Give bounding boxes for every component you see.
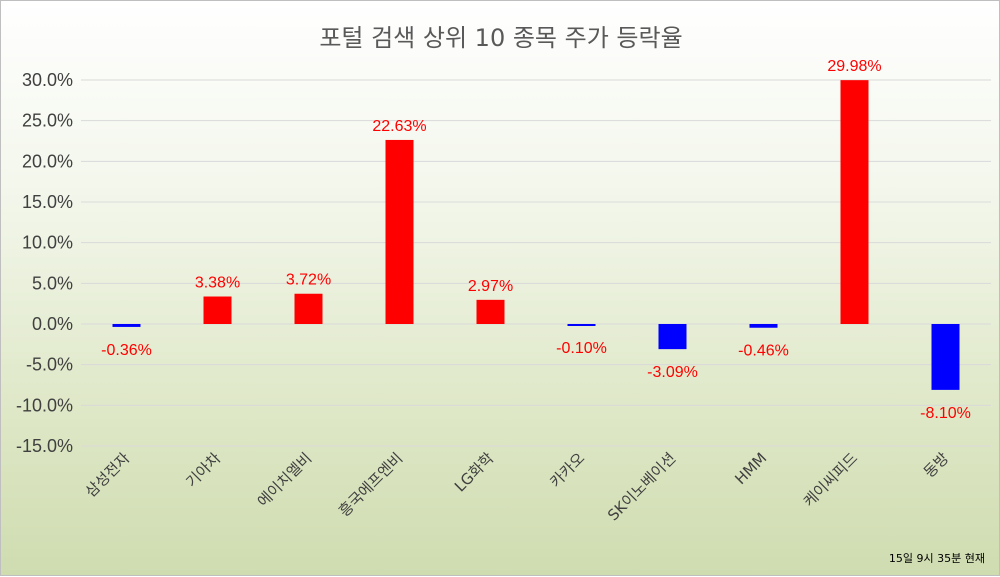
y-tick-label: 30.0% [22,70,73,90]
x-tick-label: 카카오 [546,449,588,491]
gridlines [81,79,991,447]
x-tick-label: 삼성전자 [82,449,134,501]
bar [567,324,596,326]
data-label: -8.10% [920,405,971,422]
y-tick-label: -10.0% [16,395,73,415]
data-label: 29.98% [827,58,881,75]
x-tick-label: 동방 [920,449,952,481]
x-tick-label: 에이치엘비 [254,449,316,511]
y-tick-label: 5.0% [32,273,73,293]
x-axis: 삼성전자 기아차 에이치엘비 흥국에프엔비 LG화학 카카오 SK이노베이션 HMM 케이씨피드… [82,449,953,524]
x-tick-label: LG화학 [451,449,498,496]
data-label: 3.38% [195,275,240,292]
bar [294,293,323,324]
data-label: -0.36% [101,342,152,359]
bar [476,299,505,324]
bar [385,139,414,324]
x-tick-label: 기아차 [182,449,224,491]
y-tick-label: -15.0% [16,436,73,456]
footnote: 15일 9시 35분 현재 [889,551,985,565]
y-tick-label: 20.0% [22,151,73,171]
bar [203,296,232,324]
x-tick-label: SK이노베이션 [604,449,679,524]
x-tick-label: 케이씨피드 [800,449,862,511]
chart-title: 포털 검색 상위 10 종목 주가 등락율 [319,24,682,52]
bar [931,324,960,390]
data-label: -3.09% [647,364,698,381]
bar [112,324,141,327]
x-tick-label: 흥국에프엔비 [335,449,406,520]
x-tick-label: HMM [731,449,770,488]
y-tick-label: -5.0% [26,355,73,375]
bar [749,324,778,328]
data-label: 2.97% [468,278,513,295]
data-label: 3.72% [286,272,331,289]
bar [658,324,687,350]
y-tick-label: 10.0% [22,233,73,253]
y-tick-label: 0.0% [32,314,73,334]
data-label: 22.63% [372,118,426,135]
y-tick-label: 25.0% [22,111,73,131]
data-label: -0.46% [738,343,789,360]
bars [112,80,960,390]
y-tick-label: 15.0% [22,192,73,212]
data-labels: -0.36% 3.38% 3.72% 22.63% 2.97% -0.10% -3.09% -… [101,58,971,422]
data-label: -0.10% [556,340,607,357]
y-axis: 30.0% 25.0% 20.0% 15.0% 10.0% 5.0% 0.0% -5.0% -1… [16,70,73,456]
bar [840,80,869,325]
